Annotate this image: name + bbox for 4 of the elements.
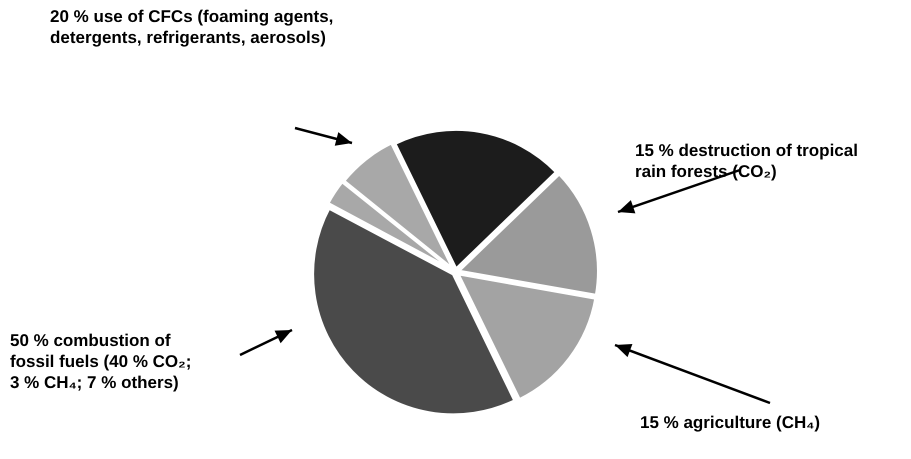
text: 50 % combustion of fossil fuels (40 % CO₂; 3 % CH₄; 7 % others) bbox=[10, 330, 192, 393]
text: 20 % use of CFCs (foaming agents, detergents, refrigerants, aerosols) bbox=[50, 6, 334, 48]
text: 15 % agriculture (CH₄) bbox=[640, 412, 822, 433]
text: 15 % destruction of tropical rain forests (CO₂) bbox=[635, 140, 859, 182]
